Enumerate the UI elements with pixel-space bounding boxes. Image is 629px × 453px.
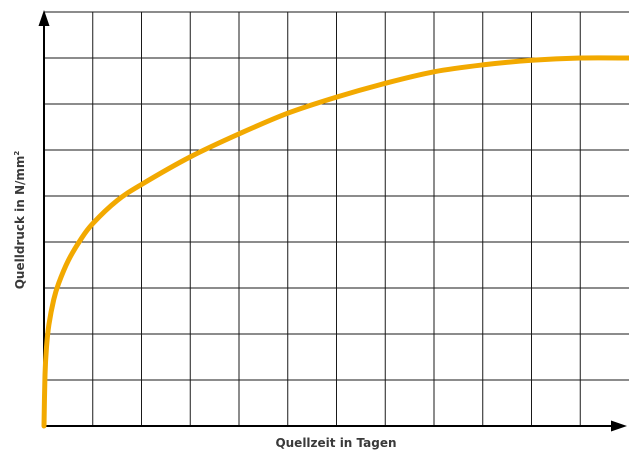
y-axis-label: Quelldruck in N/mm2 — [13, 151, 27, 290]
y-axis-label-superscript: 2 — [13, 151, 21, 156]
axes — [38, 10, 627, 432]
series-group — [41, 55, 629, 429]
y-axis-arrow-icon — [38, 10, 50, 26]
x-axis-label: Quellzeit in Tagen — [275, 436, 396, 450]
grid-lines — [44, 11, 629, 426]
x-axis-arrow-icon — [611, 420, 627, 432]
series-line-0 — [41, 55, 629, 429]
y-axis-label-main: Quelldruck in N/mm — [13, 156, 27, 290]
